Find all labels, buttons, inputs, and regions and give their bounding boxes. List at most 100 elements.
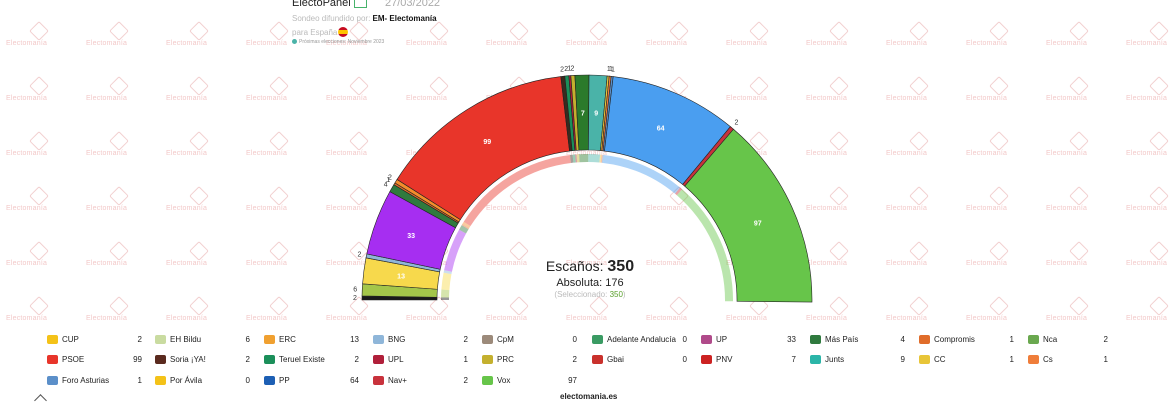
party-logo-icon	[373, 376, 384, 385]
legend-item-cup[interactable]: CUP 2	[47, 334, 142, 348]
legend-item-psoe[interactable]: PSOE 99	[47, 354, 142, 368]
selection-band-psoe	[463, 154, 571, 227]
legend-party-seats: 2	[245, 355, 250, 364]
selection-band-teruel-existe	[572, 154, 576, 163]
party-logo-icon	[701, 335, 712, 344]
next-elections: Próximas elecciones: Noviembre 2023	[292, 39, 384, 45]
selection-band-cup	[441, 297, 450, 300]
party-logo-icon	[264, 376, 275, 385]
party-logo-icon	[155, 355, 166, 364]
legend-item-up[interactable]: UP 33	[701, 334, 796, 348]
legend-item-cc[interactable]: CC 1	[919, 354, 1014, 368]
legend-item-compromis[interactable]: Compromis 1	[919, 334, 1014, 348]
legend-party-name: Junts	[825, 355, 845, 364]
seat-label-bng: 2	[358, 251, 362, 258]
party-logo-icon	[919, 335, 930, 344]
diffused-prefix: Sondeo difundido por:	[292, 14, 371, 23]
legend-party-name: UP	[716, 335, 728, 344]
seat-label-mas-pais: 4	[384, 182, 388, 189]
legend-item-teruel-existe[interactable]: Teruel Existe 2	[264, 354, 359, 368]
selection-band-compromis	[461, 223, 470, 230]
legend-party-name: PSOE	[62, 355, 85, 364]
legend-item-nav[interactable]: Nav+ 2	[373, 375, 468, 389]
legend-party-name: Compromis	[934, 335, 975, 344]
legend-party-name: Vox	[497, 376, 511, 385]
legend-item-eh-bildu[interactable]: EH Bildu 6	[155, 334, 250, 348]
legend-party-seats: 7	[791, 355, 796, 364]
selection-band-cc	[599, 154, 602, 163]
legend-party-name: Cs	[1043, 355, 1053, 364]
legend-party-seats: 1	[1009, 355, 1014, 364]
selected-prefix: (Seleccionado:	[554, 290, 608, 299]
legend-item-erc[interactable]: ERC 13	[264, 334, 359, 348]
party-logo-icon	[919, 355, 930, 364]
legend-item-cs[interactable]: Cs 1	[1028, 354, 1108, 368]
next-elections-text: Próximas elecciones: Noviembre 2023	[299, 39, 385, 45]
party-logo-icon	[47, 355, 58, 364]
legend-item-adelante-andalucia[interactable]: Adelante Andalucía 0	[592, 334, 687, 348]
seat-label-vox: 97	[754, 220, 762, 227]
selection-band-eh-bildu	[441, 289, 450, 298]
legend-item-por-avila[interactable]: Por Ávila 0	[155, 375, 250, 389]
seat-label-soria-ya: 2	[560, 66, 564, 73]
seat-label-pp: 64	[657, 126, 665, 133]
seat-label-cs: 1	[609, 66, 613, 73]
spain-flag-icon	[338, 27, 348, 37]
selection-band-soria-ya	[570, 154, 574, 163]
legend-item-junts[interactable]: Junts 9	[810, 354, 905, 368]
selected-line: (Seleccionado: 350)	[500, 290, 680, 299]
legend-item-upl[interactable]: UPL 1	[373, 354, 468, 368]
legend-item-cpm[interactable]: CpM 0	[482, 334, 577, 348]
legend-item-pp[interactable]: PP 64	[264, 375, 359, 389]
legend-party-seats: 1	[1009, 335, 1014, 344]
legend-party-name: Nca	[1043, 335, 1058, 344]
legend-party-name: CpM	[497, 335, 514, 344]
party-logo-icon	[482, 355, 493, 364]
legend-party-seats: 1	[463, 355, 468, 364]
legend-party-name: Gbai	[607, 355, 624, 364]
legend-party-name: PNV	[716, 355, 733, 364]
selection-band-pp	[603, 154, 681, 194]
info-dot-icon	[292, 39, 297, 44]
party-logo-icon	[810, 335, 821, 344]
legend-item-nca[interactable]: Nca 2	[1028, 334, 1108, 348]
legend-item-gbai[interactable]: Gbai 0	[592, 354, 687, 368]
party-logo-icon	[1028, 355, 1039, 364]
legend-party-name: Por Ávila	[170, 376, 203, 385]
seat-segment-vox[interactable]	[684, 128, 813, 303]
seats-total: 350	[607, 258, 635, 275]
seat-label-upl: 1	[567, 66, 571, 73]
selection-band-bng	[443, 270, 452, 275]
selection-band-cs	[600, 154, 603, 163]
party-logo-icon	[264, 355, 275, 364]
seat-label-junts: 9	[594, 111, 598, 118]
legend-party-name: Teruel Existe	[279, 355, 325, 364]
legend-item-foro-asturias[interactable]: Foro Asturias 1	[47, 375, 142, 389]
legend-item-soria-ya[interactable]: Soria ¡YA! 2	[155, 354, 250, 368]
selection-band-up	[444, 229, 467, 272]
legend-item-pnv[interactable]: PNV 7	[701, 354, 796, 368]
seat-label-teruel-existe: 2	[564, 66, 568, 73]
legend-item-vox[interactable]: Vox 97	[482, 375, 577, 389]
for-country: para España	[292, 28, 338, 37]
legend-party-seats: 2	[463, 376, 468, 385]
legend-party-seats: 1	[137, 376, 142, 385]
legend-item-mas-pais[interactable]: Más País 4	[810, 334, 905, 348]
legend-item-bng[interactable]: BNG 2	[373, 334, 468, 348]
bar-chart-icon	[354, 0, 367, 8]
legend-party-seats: 6	[245, 335, 250, 344]
legend-party-seats: 64	[350, 376, 359, 385]
selection-band-vox	[676, 189, 733, 302]
seat-label-cup: 2	[353, 295, 357, 302]
legend-party-seats: 33	[787, 335, 796, 344]
brand-title: ElectoPanel	[292, 0, 351, 9]
legend-party-name: UPL	[388, 355, 404, 364]
seat-label-prc: 2	[570, 65, 574, 72]
legend-item-prc[interactable]: PRC 2	[482, 354, 577, 368]
legend-party-seats: 0	[682, 355, 687, 364]
legend-party-name: EH Bildu	[170, 335, 202, 344]
party-logo-icon	[47, 335, 58, 344]
legend-party-name: Nav+	[388, 376, 407, 385]
seat-label-pnv: 7	[581, 111, 585, 118]
selection-band-upl	[575, 154, 578, 163]
